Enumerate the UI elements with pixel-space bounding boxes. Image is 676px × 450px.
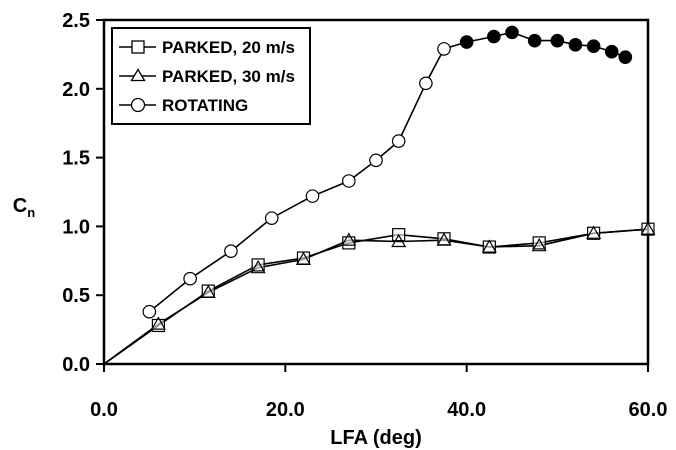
- data-point-triangle: [640, 221, 656, 235]
- x-tick-label: 40.0: [447, 399, 486, 421]
- legend-label-parked-30: PARKED, 30 m/s: [162, 67, 295, 86]
- y-tick-label: 2.0: [62, 79, 90, 101]
- x-tick-label: 60.0: [629, 399, 668, 421]
- series-layer: [103, 25, 656, 365]
- y-tick-label: 0.0: [62, 354, 90, 376]
- data-point-circle: [369, 153, 383, 168]
- data-point-circle-filled: [459, 35, 474, 49]
- data-point-triangle: [531, 237, 547, 252]
- data-point-triangle: [586, 225, 602, 239]
- data-point-circle: [391, 134, 406, 148]
- data-point-triangle: [150, 316, 166, 330]
- data-point-circle: [437, 42, 451, 56]
- data-point-circle-filled: [586, 39, 601, 53]
- x-tick-label: 0.0: [90, 399, 118, 421]
- data-point-circle: [142, 304, 157, 319]
- data-point-triangle: [200, 284, 216, 299]
- data-point-triangle: [250, 259, 266, 274]
- data-point-triangle: [341, 232, 357, 246]
- y-tick-label: 1.0: [62, 216, 90, 238]
- y-tick-label: 2.5: [62, 10, 90, 32]
- y-tick-label: 1.5: [62, 148, 90, 170]
- legend-label-parked-20: PARKED, 20 m/s: [162, 38, 295, 57]
- data-point-triangle: [481, 239, 497, 253]
- data-point-circle: [224, 244, 238, 258]
- data-point-triangle: [391, 233, 407, 248]
- x-axis-ticks: 0.0 20.0 40.0 60.0: [90, 364, 667, 421]
- data-point-circle-filled: [505, 25, 519, 40]
- legend: PARKED, 20 m/s PARKED, 30 m/s ROTATING: [111, 27, 311, 125]
- legend-triangle-marker: [130, 68, 146, 82]
- data-point-circle: [183, 271, 197, 286]
- y-tick-label: 0.5: [62, 285, 90, 307]
- data-point-square: [342, 236, 356, 250]
- data-point-circle-filled: [550, 33, 565, 48]
- data-point-circle-filled: [604, 44, 619, 59]
- y-axis-title-main: C: [13, 195, 27, 217]
- data-point-circle: [305, 189, 320, 203]
- data-point-circle-filled: [568, 37, 583, 52]
- y-axis-title-subscript: n: [27, 205, 35, 220]
- data-point-circle: [341, 174, 356, 188]
- legend-label-rotating: ROTATING: [162, 96, 248, 115]
- data-point-square: [532, 236, 546, 250]
- y-axis-title: Cn: [13, 195, 35, 220]
- data-point-circle: [419, 76, 433, 91]
- data-point-circle: [264, 211, 279, 225]
- x-axis-title: LFA (deg): [330, 427, 421, 449]
- data-point-circle-filled: [487, 29, 501, 44]
- data-point-triangle: [295, 251, 311, 266]
- series-line-1: [103, 228, 649, 365]
- y-axis-ticks: 0.0 0.5 1.0 1.5 2.0 2.5: [62, 10, 104, 376]
- legend-circle-marker: [130, 97, 146, 113]
- data-point-circle-filled: [618, 50, 633, 64]
- x-tick-label: 20.0: [266, 399, 305, 421]
- data-point-square: [251, 258, 265, 272]
- legend-square-marker: [131, 40, 145, 54]
- data-point-triangle: [436, 232, 452, 246]
- data-point-circle-filled: [527, 33, 542, 48]
